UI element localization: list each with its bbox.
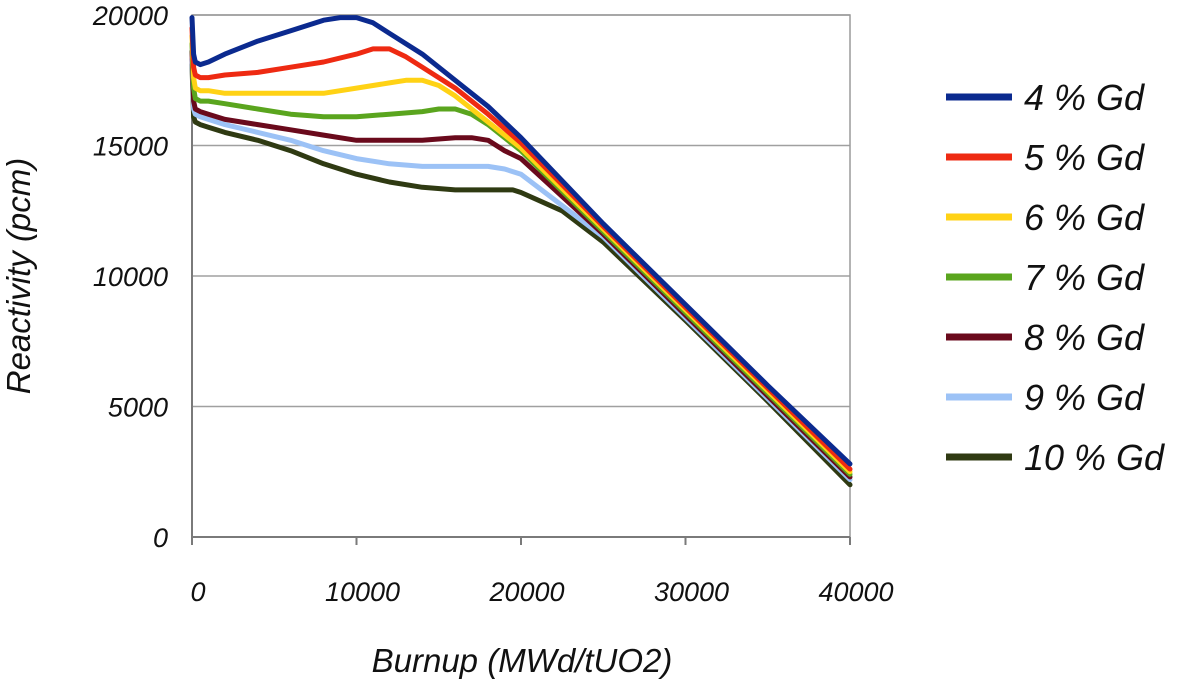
y-tick-label: 15000 — [93, 132, 168, 162]
series-line-8-pct-gd — [189, 49, 853, 480]
legend-label: 6 % Gd — [1024, 197, 1145, 238]
y-tick-label: 5000 — [108, 393, 168, 423]
x-axis-label: Burnup (MWd/tUO2) — [372, 642, 673, 679]
legend-label: 8 % Gd — [1024, 317, 1145, 358]
legend-label: 4 % Gd — [1024, 77, 1145, 118]
legend-item: 10 % Gd — [946, 437, 1165, 478]
legend-item: 4 % Gd — [946, 77, 1145, 118]
x-tick-label: 40000 — [818, 577, 893, 607]
legend-label: 9 % Gd — [1024, 377, 1145, 418]
legend: 4 % Gd 5 % Gd 6 % Gd 7 % Gd 8 % Gd 9 % Gd 10 %… — [946, 77, 1165, 478]
x-tick-label: 20000 — [488, 577, 564, 607]
legend-item: 5 % Gd — [946, 137, 1145, 178]
legend-item: 7 % Gd — [946, 257, 1145, 298]
y-tick-label: 0 — [153, 523, 168, 553]
series-line-4-pct-gd — [189, 15, 853, 467]
y-axis-tick-labels: 0 5000 10000 15000 20000 — [92, 1, 168, 553]
x-tick-label: 0 — [190, 577, 205, 607]
legend-label: 7 % Gd — [1024, 257, 1145, 298]
x-tick-label: 10000 — [325, 577, 400, 607]
legend-item: 8 % Gd — [946, 317, 1145, 358]
series-line-9-pct-gd — [189, 56, 853, 483]
series-lines — [189, 15, 853, 488]
y-tick-label: 20000 — [92, 1, 168, 31]
y-axis-label: Reactivity (pcm) — [0, 158, 37, 395]
series-line-7-pct-gd — [189, 41, 853, 477]
x-axis-tick-labels: 0 10000 20000 30000 40000 — [190, 577, 893, 607]
legend-label: 10 % Gd — [1024, 437, 1165, 478]
x-tick-label: 30000 — [654, 577, 729, 607]
legend-item: 6 % Gd — [946, 197, 1145, 238]
legend-label: 5 % Gd — [1024, 137, 1145, 178]
series-line-10-pct-gd — [189, 62, 853, 488]
y-tick-label: 10000 — [93, 262, 168, 292]
legend-item: 9 % Gd — [946, 377, 1145, 418]
